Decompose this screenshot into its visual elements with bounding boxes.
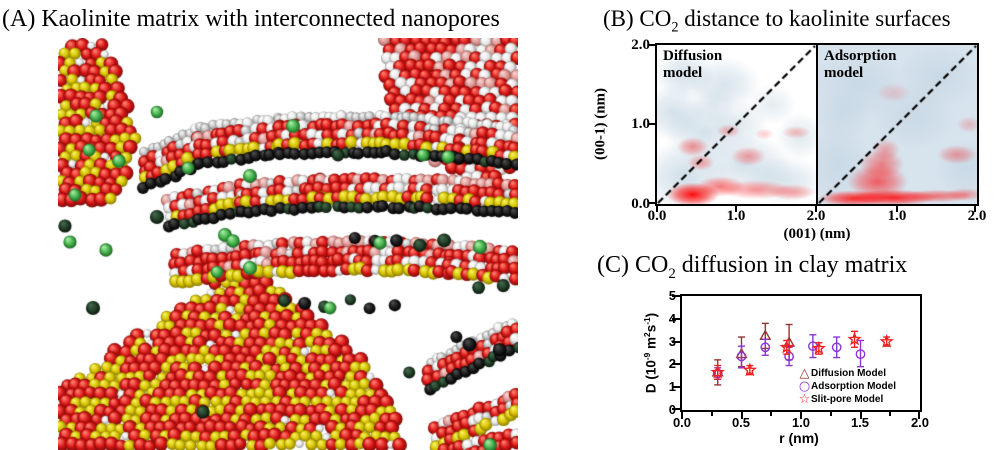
b-y-tick-label: 1.0 (631, 116, 650, 132)
tick-mark (918, 412, 920, 419)
legend-label: Slit-pore Model (811, 394, 884, 405)
data-point-circle (760, 338, 771, 356)
heatmap-divider (816, 45, 818, 204)
tick-mark (672, 295, 680, 297)
b-x-tick-label: 0.0 (647, 208, 667, 224)
tick-mark (672, 386, 680, 389)
tick-mark (649, 122, 655, 125)
tick-mark (672, 408, 680, 410)
data-point-star (710, 364, 725, 380)
b-y-tick-label: 2.0 (631, 37, 650, 53)
c-legend: △ Diffusion Model ○ Adsorption Model ☆ S… (798, 367, 896, 406)
tick-mark (740, 412, 743, 419)
tick-mark (974, 206, 976, 212)
data-point-star (742, 362, 758, 377)
adsorption-model-label: Adsorption model (824, 48, 897, 81)
b-x-tick-label: 2.0 (967, 208, 987, 224)
b-x-axis-label: (001) (nm) (783, 226, 851, 242)
tick-mark (649, 44, 655, 46)
data-point-circle (831, 336, 842, 359)
data-point-star (779, 339, 794, 355)
b-y-axis-label: (00-1) (nm) (592, 87, 609, 161)
tick-mark (672, 340, 680, 343)
panel-c-title: (C) CO2 diffusion in clay matrix (597, 252, 908, 282)
tick-mark (735, 206, 737, 212)
heatmap-diffusion-model (657, 45, 816, 204)
kaolinite-molecular-snapshot (58, 38, 518, 450)
tick-mark (649, 202, 655, 204)
tick-mark (889, 412, 892, 416)
data-point-star (847, 330, 862, 348)
tick-mark (815, 206, 817, 212)
tick-mark (681, 412, 683, 419)
heatmap-container: Diffusion model Adsorption model (655, 43, 979, 206)
c-x-tick-label: 1.0 (791, 415, 811, 430)
tick-mark (710, 412, 713, 416)
tick-mark (896, 206, 898, 212)
legend-label: Adsorption Model (811, 381, 896, 392)
legend-item-slit-pore: ☆ Slit-pore Model (798, 393, 896, 406)
panel-b-title: (B) CO2 distance to kaolinite surfaces (603, 6, 951, 36)
b-y-tick-label: 0.0 (631, 196, 650, 212)
tick-mark (770, 412, 773, 416)
c-chart-canvas (710, 322, 894, 386)
heatmap-adsorption-model (818, 45, 977, 204)
circle-marker-icon: ○ (798, 379, 811, 394)
star-marker-icon: ☆ (798, 392, 811, 407)
tick-mark (672, 363, 680, 366)
c-x-tick-label: 2.0 (910, 415, 930, 430)
data-point-star (811, 340, 827, 355)
c-x-axis-label: r (nm) (779, 430, 819, 446)
legend-label: Diffusion Model (811, 368, 886, 379)
tick-mark (672, 317, 680, 320)
tick-mark (800, 412, 802, 419)
triangle-marker-icon: △ (799, 366, 810, 381)
tick-mark (829, 412, 832, 416)
b-x-tick-label: 1.0 (887, 208, 907, 224)
tick-mark (859, 412, 862, 419)
diffusion-model-label: Diffusion model (663, 48, 723, 81)
legend-item-diffusion: △ Diffusion Model (798, 367, 896, 380)
data-point-circle (855, 339, 866, 368)
b-x-tick-label: 1.0 (726, 208, 746, 224)
c-x-tick-label: 0.5 (731, 415, 751, 430)
c-plot-box: △ Diffusion Model ○ Adsorption Model ☆ S… (680, 294, 922, 412)
c-x-tick-label: 1.5 (850, 415, 870, 430)
legend-item-adsorption: ○ Adsorption Model (798, 380, 896, 393)
data-point-star (879, 334, 894, 348)
tick-mark (656, 206, 658, 212)
b-x-tick-label: 2.0 (806, 208, 826, 224)
panel-a-title: (A) Kaolinite matrix with interconnected… (2, 6, 500, 32)
c-x-tick-label: 0.0 (672, 415, 692, 430)
